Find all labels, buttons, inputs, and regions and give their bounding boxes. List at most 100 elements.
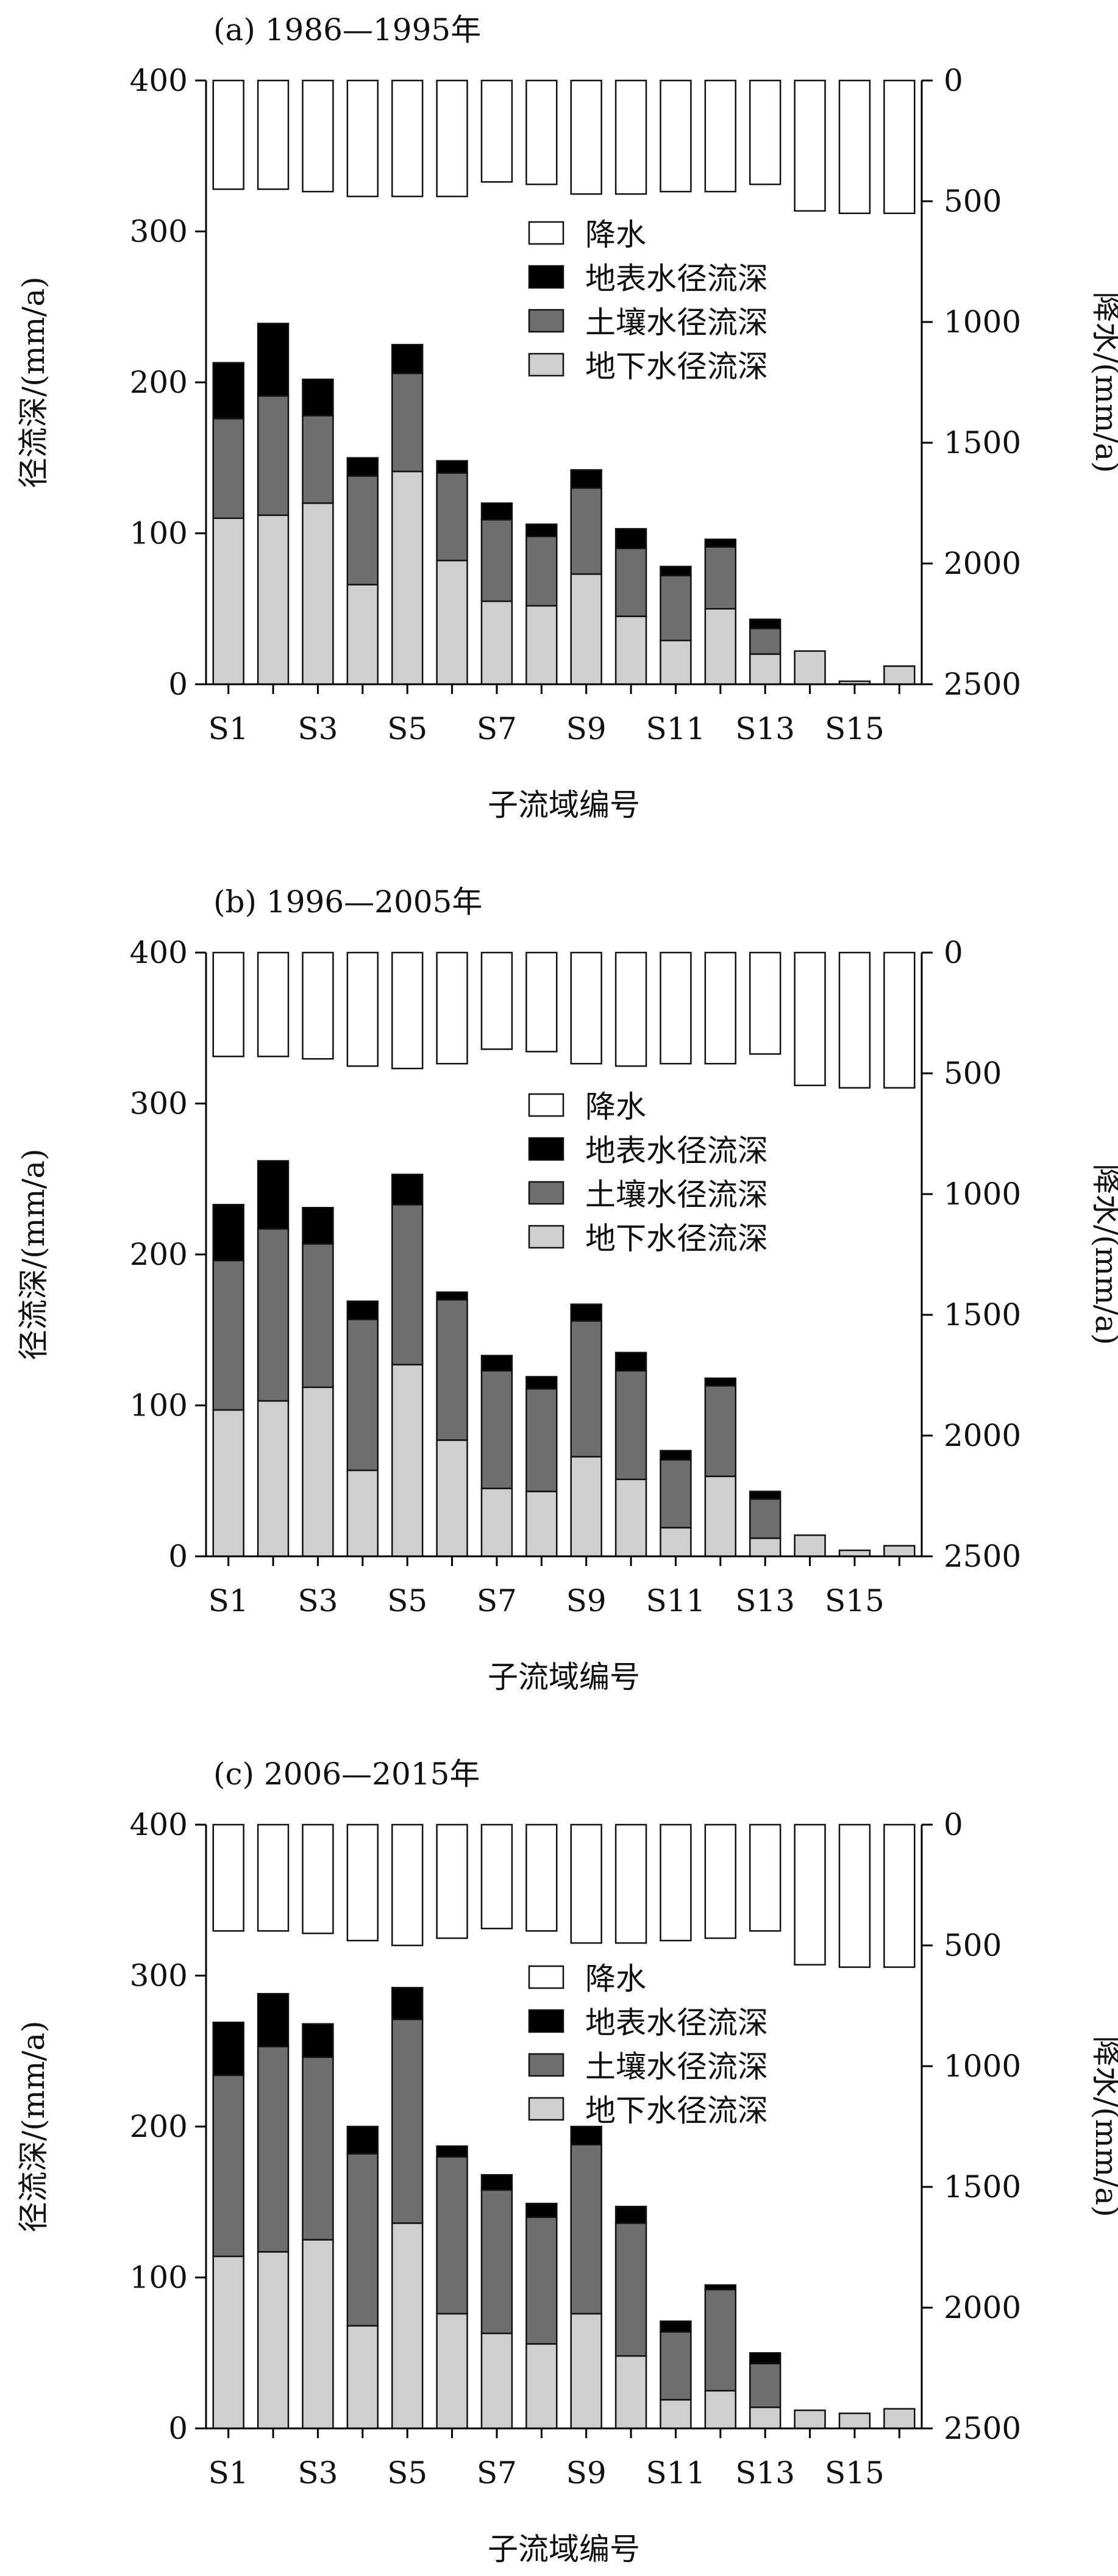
x-tick-label: S15 — [825, 711, 885, 746]
x-tick-label: S13 — [735, 711, 795, 746]
precip-bar — [704, 79, 737, 193]
surface-bar — [749, 618, 782, 629]
surface-bar — [749, 2352, 782, 2364]
precip-bar — [838, 79, 871, 215]
soil-bar — [346, 475, 379, 585]
surface-bar — [212, 362, 244, 420]
y-left-tick-label: 300 — [130, 1958, 188, 1994]
soil-bar — [257, 395, 290, 517]
legend-swatch — [528, 2009, 564, 2033]
precip-bar — [749, 1823, 782, 1932]
y-left-tick-label: 400 — [130, 63, 188, 98]
ground-bar — [883, 1545, 916, 1558]
precip-bar — [302, 1823, 334, 1934]
soil-bar — [614, 548, 647, 617]
precip-bar — [794, 79, 826, 212]
precip-bar — [570, 951, 602, 1065]
surface-bar — [704, 1377, 737, 1387]
x-tick-label: S9 — [566, 1583, 607, 1619]
x-axis-label: 子流域编号 — [488, 2531, 640, 2567]
precip-bar — [480, 79, 513, 183]
x-tick-label: S11 — [646, 1583, 705, 1619]
x-tick-label: S15 — [825, 2455, 885, 2491]
y-right-tick-label: 1500 — [944, 2169, 1021, 2205]
y-left-tick-label: 0 — [168, 667, 188, 702]
chart-panel-1: (a) 1986—1995年 0 100 200 300 400 0 500 1000 1500 2… — [16, 12, 1118, 823]
ground-bar — [391, 470, 424, 685]
y-right-tick-label: 500 — [944, 1928, 1002, 1963]
soil-bar — [436, 2156, 468, 2315]
ground-bar — [883, 665, 916, 685]
precip-bar — [212, 79, 244, 190]
y-right-tick-label: 2500 — [944, 1539, 1021, 1574]
legend-swatch — [528, 1093, 564, 1117]
surface-bar — [480, 1354, 513, 1372]
ground-bar — [391, 1364, 424, 1558]
surface-bar — [660, 2320, 692, 2333]
y-left-tick-label: 100 — [130, 2260, 188, 2295]
surface-bar — [302, 2023, 334, 2058]
soil-bar — [749, 2363, 782, 2408]
precip-bar — [257, 79, 290, 190]
soil-bar — [749, 628, 782, 655]
y-right-axis-label: 降水/(mm/a) — [1089, 292, 1118, 473]
surface-bar — [704, 538, 737, 548]
legend-swatch — [528, 1181, 564, 1205]
x-tick-label: S1 — [208, 1583, 249, 1619]
surface-bar — [614, 528, 647, 549]
ground-bar — [212, 1409, 244, 1558]
soil-bar — [704, 2289, 737, 2392]
soil-bar — [749, 1498, 782, 1539]
precip-bar — [525, 951, 558, 1053]
precip-bar — [794, 1823, 826, 1966]
ground-bar — [302, 502, 334, 685]
ground-bar — [614, 615, 647, 685]
precip-bar — [212, 951, 244, 1057]
y-right-tick-label: 0 — [944, 63, 963, 98]
chart-panel-2: (b) 1996—2005年 0 100 200 300 400 0 500 1000 1500 2… — [16, 884, 1118, 1695]
y-left-tick-label: 0 — [168, 2411, 188, 2446]
ground-bar — [749, 1537, 782, 1558]
legend-swatch — [528, 265, 564, 289]
surface-bar — [704, 2284, 737, 2291]
ground-bar — [212, 2255, 244, 2430]
soil-bar — [704, 1385, 737, 1478]
soil-bar — [614, 2222, 647, 2357]
soil-bar — [525, 1388, 558, 1492]
soil-bar — [391, 1204, 424, 1365]
precip-bar — [883, 79, 916, 215]
x-tick-label: S7 — [477, 1583, 517, 1619]
x-tick-label: S1 — [208, 2455, 249, 2491]
precip-bar — [883, 951, 916, 1089]
legend-swatch — [528, 1965, 564, 1989]
precip-bar — [257, 1823, 290, 1932]
x-tick-label: S9 — [566, 711, 607, 746]
precip-bar — [614, 1823, 647, 1944]
y-right-tick-label: 500 — [944, 1056, 1002, 1091]
surface-bar — [614, 1351, 647, 1372]
soil-bar — [346, 1318, 379, 1472]
x-tick-label: S15 — [825, 1583, 885, 1619]
y-right-axis-label: 降水/(mm/a) — [1089, 1164, 1118, 1345]
precip-bar — [525, 79, 558, 185]
surface-bar — [525, 1376, 558, 1390]
y-right-tick-label: 1000 — [944, 2048, 1021, 2084]
y-left-tick-label: 0 — [168, 1539, 188, 1574]
y-left-axis-label: 径流深/(mm/a) — [16, 2020, 51, 2232]
soil-bar — [614, 1370, 647, 1481]
soil-bar — [391, 2019, 424, 2224]
ground-bar — [704, 1475, 737, 1558]
precip-bar — [749, 79, 782, 185]
x-axis-label: 子流域编号 — [488, 1659, 640, 1695]
precip-bar — [794, 951, 826, 1087]
y-right-tick-label: 0 — [944, 1807, 963, 1842]
soil-bar — [212, 2074, 244, 2258]
surface-bar — [660, 1450, 692, 1461]
soil-bar — [480, 2189, 513, 2334]
ground-bar — [614, 1478, 647, 1558]
y-right-tick-label: 2000 — [944, 546, 1021, 581]
legend-swatch — [528, 2097, 564, 2121]
surface-bar — [480, 502, 513, 521]
soil-bar — [436, 1299, 468, 1441]
